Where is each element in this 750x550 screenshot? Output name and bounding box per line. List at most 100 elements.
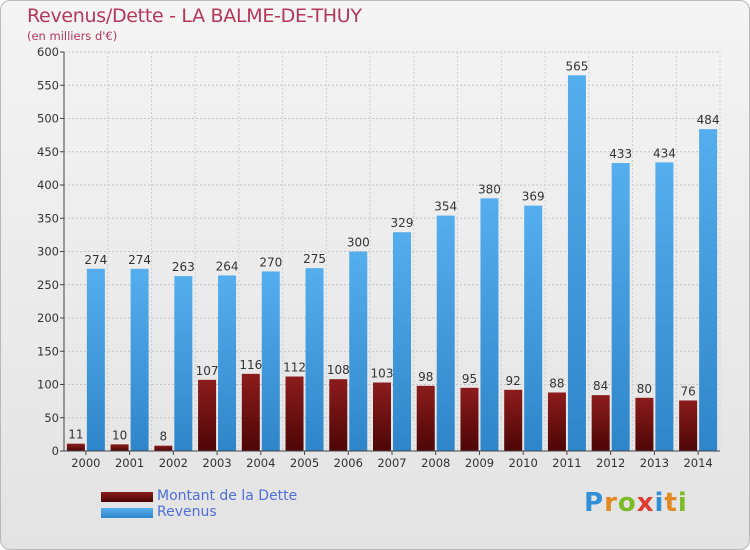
data-label-dette-2006: 108 xyxy=(327,363,350,377)
data-label-revenus-2006: 300 xyxy=(347,236,370,250)
data-label-revenus-2013: 434 xyxy=(653,146,676,160)
bar-dette-2013 xyxy=(635,397,654,451)
ytick-label-600: 600 xyxy=(37,45,59,59)
data-label-revenus-2009: 380 xyxy=(478,182,501,196)
data-label-dette-2010: 92 xyxy=(506,374,521,388)
bar-revenus-2014 xyxy=(699,129,718,451)
ytick-label-400: 400 xyxy=(37,178,59,192)
bar-dette-2000 xyxy=(66,443,85,451)
data-label-revenus-2014: 484 xyxy=(697,113,720,127)
xtick-label-2009: 2009 xyxy=(465,456,494,470)
bar-dette-2007 xyxy=(373,382,391,451)
xtick-label-2010: 2010 xyxy=(509,456,538,470)
ytick-label-50: 50 xyxy=(44,411,59,425)
data-label-revenus-2008: 354 xyxy=(434,200,457,214)
data-label-dette-2001: 10 xyxy=(112,428,127,442)
xtick-label-2001: 2001 xyxy=(115,456,144,470)
data-label-dette-2007: 103 xyxy=(371,367,394,381)
bar-revenus-2005 xyxy=(305,268,324,451)
bar-revenus-2004 xyxy=(261,271,280,451)
xtick-label-2014: 2014 xyxy=(683,456,712,470)
bar-revenus-2011 xyxy=(567,75,586,452)
bar-dette-2008 xyxy=(416,385,435,451)
bar-revenus-2013 xyxy=(655,162,674,451)
legend-swatch-revenus xyxy=(101,508,153,518)
data-label-revenus-2005: 275 xyxy=(303,252,326,266)
ytick-label-250: 250 xyxy=(37,278,59,292)
proxiti-logo: Proxiti xyxy=(584,488,688,518)
bar-dette-2004 xyxy=(241,373,260,451)
ytick-label-300: 300 xyxy=(37,245,59,259)
logo-letter: i xyxy=(654,488,665,518)
bar-layer xyxy=(66,75,718,452)
chart-title: Revenus/Dette - LA BALME-DE-THUY xyxy=(27,5,362,27)
bar-revenus-2003 xyxy=(218,275,237,451)
data-label-revenus-2001: 274 xyxy=(128,253,151,267)
ytick-label-550: 550 xyxy=(37,78,59,92)
xtick-label-2002: 2002 xyxy=(159,456,188,470)
bar-revenus-2008 xyxy=(436,215,455,451)
bar-revenus-2012 xyxy=(611,163,630,451)
xtick-label-2003: 2003 xyxy=(202,456,231,470)
data-label-dette-2013: 80 xyxy=(637,382,652,396)
xtick-label-2004: 2004 xyxy=(246,456,275,470)
data-label-dette-2005: 112 xyxy=(283,361,306,375)
logo-letter: t xyxy=(664,488,678,518)
data-label-dette-2012: 84 xyxy=(593,379,608,393)
ytick-label-350: 350 xyxy=(37,211,59,225)
legend-label-revenus: Revenus xyxy=(157,504,217,520)
xtick-label-2000: 2000 xyxy=(71,456,100,470)
ytick-label-100: 100 xyxy=(37,378,59,392)
logo-letter: x xyxy=(636,488,655,518)
legend-swatch-dette xyxy=(101,492,153,502)
ytick-label-450: 450 xyxy=(37,145,59,159)
ytick-label-150: 150 xyxy=(37,344,59,358)
data-label-revenus-2010: 369 xyxy=(522,190,545,204)
ytick-label-0: 0 xyxy=(52,444,59,458)
label-layer: 11 274 10 274 8 263 107 264 116 270 112 275 108 300 10… xyxy=(68,59,719,443)
data-label-revenus-2007: 329 xyxy=(391,216,414,230)
bar-revenus-2010 xyxy=(524,205,543,451)
bar-revenus-2007 xyxy=(393,232,411,451)
bar-dette-2014 xyxy=(679,400,698,451)
logo-letter: P xyxy=(584,488,605,518)
logo-letter: r xyxy=(604,488,618,518)
xtick-label-2012: 2012 xyxy=(596,456,625,470)
data-label-dette-2011: 88 xyxy=(549,376,564,390)
ytick-label-500: 500 xyxy=(37,112,59,126)
data-label-dette-2008: 98 xyxy=(418,370,433,384)
bar-dette-2001 xyxy=(110,444,129,451)
data-label-dette-2000: 11 xyxy=(68,428,83,442)
data-label-revenus-2003: 264 xyxy=(216,259,239,273)
data-label-revenus-2004: 270 xyxy=(259,255,282,269)
logo-letter: o xyxy=(617,488,637,518)
data-label-revenus-2000: 274 xyxy=(84,253,107,267)
xtick-label-2011: 2011 xyxy=(552,456,581,470)
bar-revenus-2000 xyxy=(86,268,105,451)
xtick-label-2013: 2013 xyxy=(640,456,669,470)
data-label-dette-2004: 116 xyxy=(239,358,262,372)
legend-label-dette: Montant de la Dette xyxy=(157,488,298,504)
bar-dette-2011 xyxy=(547,392,566,451)
bar-dette-2005 xyxy=(285,376,304,451)
ytick-label-200: 200 xyxy=(37,311,59,325)
xtick-label-2008: 2008 xyxy=(421,456,450,470)
bar-dette-2012 xyxy=(591,395,610,451)
data-label-revenus-2011: 565 xyxy=(565,59,588,73)
data-label-dette-2003: 107 xyxy=(196,364,219,378)
axis-layer: 0 50 100 150 200 250 300 350 400 450 500 550 600 2000… xyxy=(37,45,720,470)
data-label-dette-2002: 8 xyxy=(160,430,168,444)
data-label-dette-2009: 95 xyxy=(462,372,477,386)
chart-subtitle: (en milliers d'€) xyxy=(27,29,118,43)
xtick-label-2007: 2007 xyxy=(377,456,406,470)
data-label-revenus-2002: 263 xyxy=(172,260,195,274)
bar-revenus-2001 xyxy=(130,268,149,451)
xtick-label-2005: 2005 xyxy=(290,456,319,470)
xtick-label-2006: 2006 xyxy=(334,456,363,470)
bar-dette-2002 xyxy=(154,445,173,451)
bar-dette-2003 xyxy=(198,379,217,451)
data-label-dette-2014: 76 xyxy=(680,384,695,398)
bar-dette-2009 xyxy=(460,387,479,451)
